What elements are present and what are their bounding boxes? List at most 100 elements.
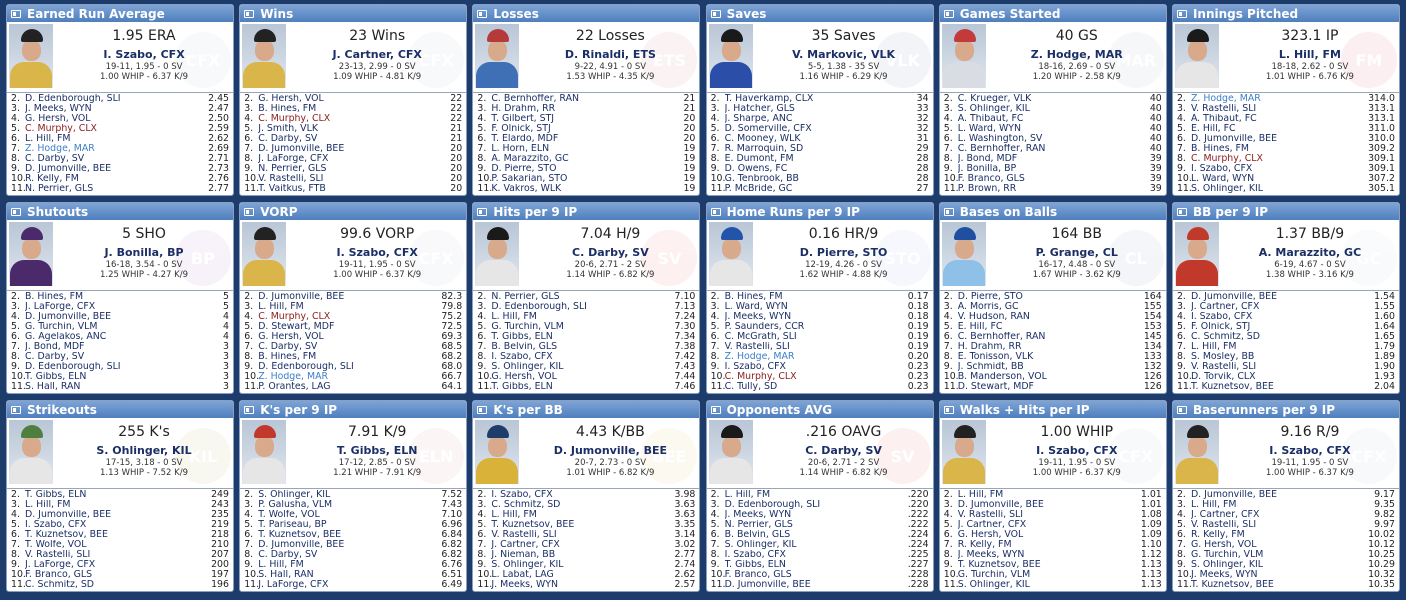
list-item[interactable]: 4. T. Wolfe, VOL 7.10 bbox=[244, 510, 462, 520]
list-item[interactable]: 5. C. Murphy, CLX 2.59 bbox=[11, 124, 229, 134]
list-item[interactable]: 10. L. Labat, LAG 2.62 bbox=[477, 570, 695, 580]
player-name-link[interactable]: G. Tenbrook, BB bbox=[724, 174, 799, 184]
list-item[interactable]: 5. F. Olnick, STJ 1.64 bbox=[1177, 322, 1395, 332]
player-name-link[interactable]: N. Perrier, GLS bbox=[724, 520, 793, 530]
list-item[interactable]: 4. J. Sharpe, ANC 32 bbox=[711, 114, 929, 124]
player-name-link[interactable]: J. Meeks, WYN bbox=[25, 104, 92, 114]
player-name-link[interactable]: I. Szabo, CFX bbox=[25, 520, 87, 530]
leader-player-name[interactable]: I. Szabo, CFX bbox=[1036, 444, 1118, 457]
player-name-link[interactable]: R. Marroquin, SD bbox=[724, 144, 804, 154]
list-item[interactable]: 11. S. Ohlinger, KIL 1.13 bbox=[944, 580, 1162, 590]
list-item[interactable]: 8. C. Darby, SV 3 bbox=[11, 352, 229, 362]
list-item[interactable]: 3. D. Jumonville, BEE 1.01 bbox=[944, 500, 1162, 510]
player-name-link[interactable]: I. Szabo, CFX bbox=[491, 490, 553, 500]
player-name-link[interactable]: F. Olnick, STJ bbox=[1190, 322, 1251, 332]
leader-player-name[interactable]: L. Hill, FM bbox=[1278, 48, 1341, 61]
player-name-link[interactable]: L. Ward, WYN bbox=[1190, 174, 1255, 184]
player-name-link[interactable]: T. Vaitkus, FTB bbox=[258, 184, 326, 194]
leader-player-name[interactable]: J. Bonilla, BP bbox=[104, 246, 184, 259]
player-name-link[interactable]: L. Hill, FM bbox=[1190, 500, 1237, 510]
list-item[interactable]: 6. C. Mooney, WLK 31 bbox=[711, 134, 929, 144]
player-name-link[interactable]: J. Meeks, WYN bbox=[1190, 570, 1258, 580]
player-name-link[interactable]: S. Ohlinger, KIL bbox=[491, 362, 564, 372]
leader-player-name[interactable]: I. Szabo, CFX bbox=[103, 48, 185, 61]
player-name-link[interactable]: P. Brown, RR bbox=[957, 184, 1017, 194]
list-item[interactable]: 2. N. Perrier, GLS 7.10 bbox=[477, 292, 695, 302]
list-item[interactable]: 7. Z. Hodge, MAR 2.69 bbox=[11, 144, 229, 154]
player-name-link[interactable]: N. Perrier, GLS bbox=[258, 164, 327, 174]
list-item[interactable]: 2. B. Hines, FM 5 bbox=[11, 292, 229, 302]
player-name-link[interactable]: G. Hersh, VOL bbox=[491, 372, 557, 382]
player-name-link[interactable]: V. Rastelli, SLI bbox=[491, 530, 557, 540]
list-item[interactable]: 9. J. Schmidt, BB 132 bbox=[944, 362, 1162, 372]
player-name-link[interactable]: K. Vakros, WLK bbox=[491, 184, 562, 194]
player-photo[interactable] bbox=[1174, 24, 1219, 88]
player-photo[interactable] bbox=[475, 420, 520, 484]
player-name-link[interactable]: E. Tonisson, VLK bbox=[957, 352, 1034, 362]
player-name-link[interactable]: C. Schmitz, SD bbox=[1190, 332, 1260, 342]
list-item[interactable]: 4. I. Szabo, CFX 1.60 bbox=[1177, 312, 1395, 322]
list-item[interactable]: 9. V. Rastelli, SLI 1.90 bbox=[1177, 362, 1395, 372]
list-item[interactable]: 9. D. Pierre, STO 19 bbox=[477, 164, 695, 174]
list-item[interactable]: 5. N. Perrier, GLS .222 bbox=[711, 520, 929, 530]
player-name-link[interactable]: I. Szabo, CFX bbox=[1190, 164, 1253, 174]
list-item[interactable]: 4. D. Jumonville, BEE 4 bbox=[11, 312, 229, 322]
player-name-link[interactable]: T. Kuznetsov, BEE bbox=[957, 560, 1041, 570]
list-item[interactable]: 10. F. Branco, GLS 197 bbox=[11, 570, 229, 580]
player-name-link[interactable]: T. Elardo, MDF bbox=[491, 134, 559, 144]
list-item[interactable]: 8. C. Murphy, CLX 309.1 bbox=[1177, 154, 1395, 164]
player-name-link[interactable]: L. Hill, FM bbox=[258, 302, 304, 312]
player-name-link[interactable]: D. Jumonville, BEE bbox=[724, 580, 811, 590]
player-name-link[interactable]: D. Jumonville, BEE bbox=[25, 312, 112, 322]
list-item[interactable]: 8. Z. Hodge, MAR 0.20 bbox=[711, 352, 929, 362]
player-name-link[interactable]: C. Murphy, CLX bbox=[724, 372, 797, 382]
list-item[interactable]: 10. R. Kelly, FM 2.76 bbox=[11, 174, 229, 184]
list-item[interactable]: 5. E. Hill, FC 311.0 bbox=[1177, 124, 1395, 134]
list-item[interactable]: 10. F. Branco, GLS 39 bbox=[944, 174, 1162, 184]
list-item[interactable]: 2. C. Krueger, VLK 40 bbox=[944, 94, 1162, 104]
player-photo[interactable] bbox=[242, 24, 287, 88]
list-item[interactable]: 9. J. Bonilla, BP 39 bbox=[944, 164, 1162, 174]
player-photo[interactable] bbox=[9, 24, 53, 88]
list-item[interactable]: 11. C. Tully, SD 0.23 bbox=[711, 382, 929, 392]
list-item[interactable]: 6. C. Schmitz, SD 1.65 bbox=[1177, 332, 1395, 342]
player-name-link[interactable]: C. Tully, SD bbox=[724, 382, 778, 392]
list-item[interactable]: 11. P. Brown, RR 39 bbox=[944, 184, 1162, 194]
list-item[interactable]: 2. T. Gibbs, ELN 249 bbox=[11, 490, 229, 500]
list-item[interactable]: 7. G. Hersh, VOL 10.12 bbox=[1177, 540, 1395, 550]
player-name-link[interactable]: D. Jumonville, BEE bbox=[258, 144, 345, 154]
leader-player-name[interactable]: I. Szabo, CFX bbox=[1269, 444, 1351, 457]
player-name-link[interactable]: D. Jumonville, BEE bbox=[258, 292, 345, 302]
player-name-link[interactable]: J. Bonilla, BP bbox=[957, 164, 1017, 174]
player-name-link[interactable]: S. Mosley, BB bbox=[1190, 352, 1255, 362]
player-photo[interactable] bbox=[475, 222, 520, 286]
player-name-link[interactable]: T. Kuznetsov, BEE bbox=[1190, 382, 1274, 392]
list-item[interactable]: 11. K. Vakros, WLK 19 bbox=[477, 184, 695, 194]
player-name-link[interactable]: C. Bernhoffer, RAN bbox=[957, 332, 1046, 342]
list-item[interactable]: 10. S. Hall, RAN 6.51 bbox=[244, 570, 462, 580]
leader-player-name[interactable]: D. Rinaldi, ETS bbox=[564, 48, 656, 61]
list-item[interactable]: 7. C. Bernhoffer, RAN 40 bbox=[944, 144, 1162, 154]
player-name-link[interactable]: P. McBride, GC bbox=[724, 184, 793, 194]
list-item[interactable]: 11. T. Kuznetsov, BEE 2.04 bbox=[1177, 382, 1395, 392]
list-item[interactable]: 8. E. Dumont, FM 28 bbox=[711, 154, 929, 164]
player-name-link[interactable]: L. Hill, FM bbox=[1190, 342, 1237, 352]
leader-player-name[interactable]: S. Ohlinger, KIL bbox=[96, 444, 192, 457]
player-name-link[interactable]: T. Gibbs, ELN bbox=[25, 372, 87, 382]
list-item[interactable]: 10. G. Turchin, VLM 1.13 bbox=[944, 570, 1162, 580]
player-name-link[interactable]: N. Perrier, GLS bbox=[491, 292, 560, 302]
player-name-link[interactable]: G. Turchin, VLM bbox=[957, 570, 1031, 580]
player-name-link[interactable]: D. Pierre, STO bbox=[491, 164, 557, 174]
player-photo[interactable] bbox=[708, 222, 753, 286]
player-name-link[interactable]: V. Rastelli, SLI bbox=[25, 550, 91, 560]
player-name-link[interactable]: J. Cartner, CFX bbox=[957, 520, 1027, 530]
list-item[interactable]: 8. J. Meeks, WYN 1.12 bbox=[944, 550, 1162, 560]
list-item[interactable]: 4. A. Thibaut, FC 313.1 bbox=[1177, 114, 1395, 124]
player-name-link[interactable]: S. Ohlinger, KIL bbox=[724, 540, 797, 550]
list-item[interactable]: 6. T. Kuznetsov, BEE 218 bbox=[11, 530, 229, 540]
list-item[interactable]: 3. L. Hill, FM 243 bbox=[11, 500, 229, 510]
player-photo[interactable] bbox=[9, 222, 53, 286]
player-name-link[interactable]: L. Ward, WYN bbox=[957, 124, 1021, 134]
player-name-link[interactable]: P. Galusha, VLM bbox=[258, 500, 333, 510]
player-name-link[interactable]: C. Mooney, WLK bbox=[724, 134, 801, 144]
